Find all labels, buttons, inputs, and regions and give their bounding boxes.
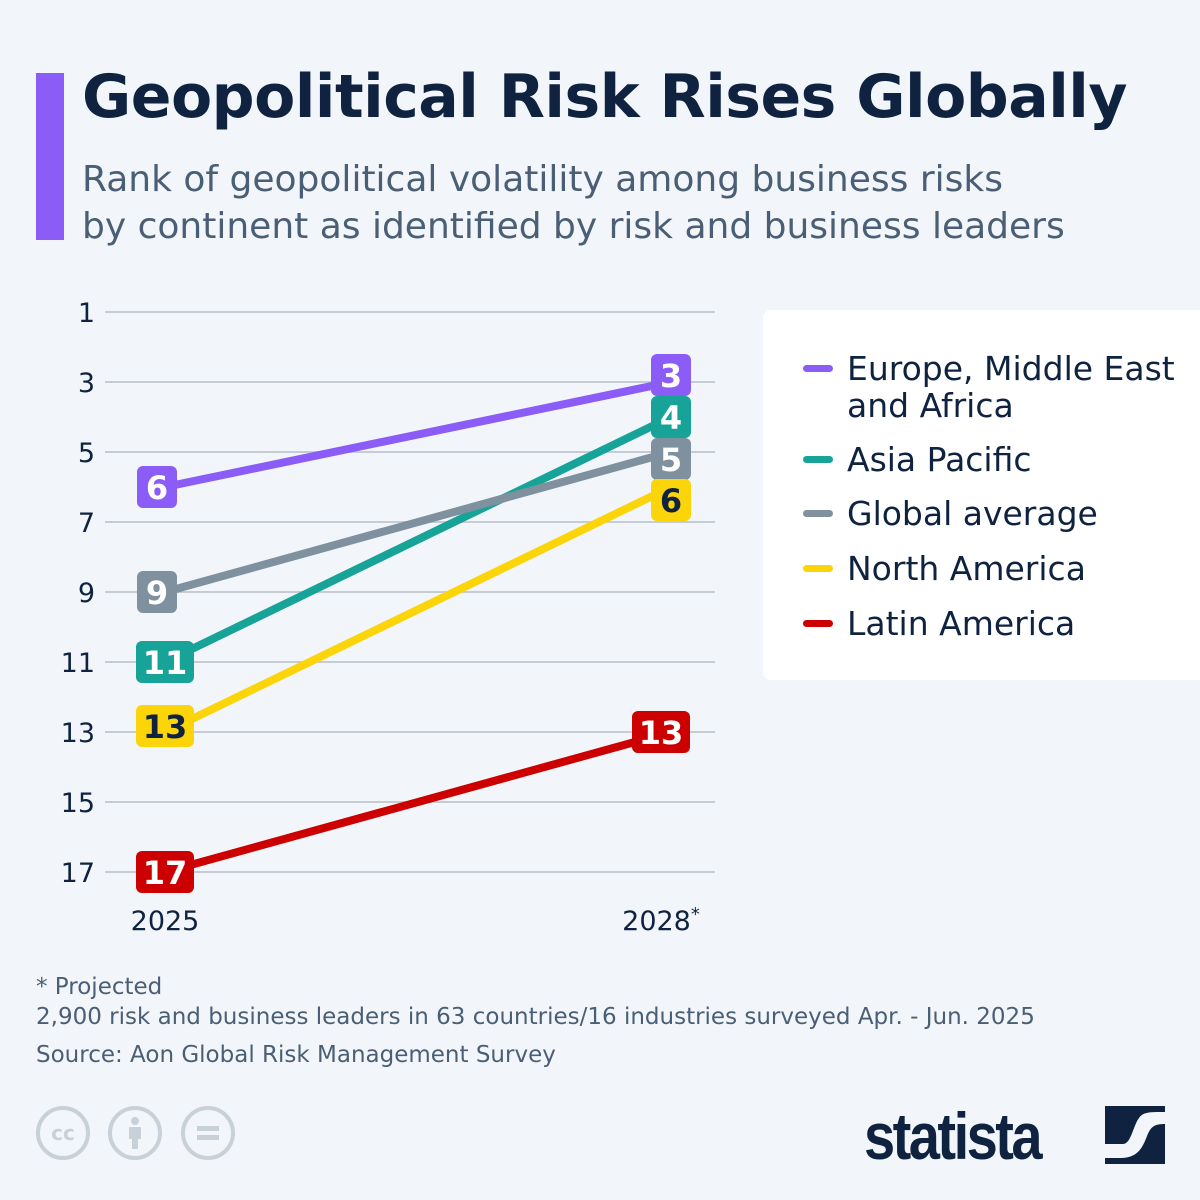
data-label: 5 [660, 441, 682, 479]
legend-label-line: Europe, Middle East [847, 349, 1175, 388]
data-label: 4 [660, 399, 682, 437]
legend-item-asia-pacific: Asia Pacific [803, 441, 1032, 478]
series-line [161, 483, 675, 736]
y-tick-label: 1 [78, 298, 95, 329]
data-label: 13 [639, 714, 684, 752]
person-glyph [129, 1117, 141, 1149]
legend-label: Asia Pacific [847, 440, 1032, 479]
subtitle-line: Rank of geopolitical volatility among bu… [82, 159, 1004, 200]
attribution-icon[interactable] [108, 1106, 162, 1160]
data-label-box [136, 641, 194, 683]
y-tick-label: 7 [78, 508, 95, 539]
y-tick-label: 15 [61, 788, 95, 819]
data-label-box [137, 466, 177, 508]
legend-item-global-average: Global average [803, 495, 1098, 532]
legend-swatch [803, 565, 833, 572]
data-label-box [632, 711, 690, 753]
legend-label-line: and Africa [847, 386, 1014, 425]
data-label: 6 [660, 482, 682, 520]
source-note: Source: Aon Global Risk Management Surve… [36, 1042, 556, 1068]
data-label-box [136, 705, 194, 747]
statista-logo-mark-icon [1105, 1106, 1165, 1164]
legend-item-north-america: North America [803, 550, 1086, 587]
data-label-box [136, 851, 194, 893]
y-tick-label: 9 [78, 578, 95, 609]
data-label: 6 [146, 469, 168, 507]
y-tick-label: 3 [78, 368, 95, 399]
legend-label: Europe, Middle East and Africa [847, 350, 1175, 424]
statista-logo[interactable]: statista [864, 1099, 1043, 1173]
title-accent-bar [36, 73, 64, 240]
legend-swatch [803, 620, 833, 627]
legend-swatch [803, 456, 833, 463]
data-label: 17 [143, 854, 188, 892]
legend-label: Latin America [847, 604, 1076, 643]
data-label: 3 [660, 357, 682, 395]
data-label: 9 [146, 574, 168, 612]
legend-swatch [803, 510, 833, 517]
y-tick-label: 11 [61, 648, 95, 679]
subtitle-line: by continent as identified by risk and b… [82, 206, 1065, 247]
data-label-box [651, 438, 691, 480]
series-line [161, 413, 675, 666]
cc-icon[interactable]: cc [36, 1106, 90, 1160]
series-line [161, 448, 675, 596]
survey-note: 2,900 risk and business leaders in 63 co… [36, 1004, 1035, 1030]
legend-swatch [803, 365, 833, 372]
legend-label: Global average [847, 494, 1098, 533]
y-tick-label: 13 [61, 718, 95, 749]
data-label-box [651, 396, 691, 438]
data-label: 11 [143, 644, 188, 682]
y-tick-label: 17 [61, 858, 95, 889]
no-derivatives-icon[interactable] [181, 1106, 235, 1160]
legend-label: North America [847, 549, 1086, 588]
x-tick-label: 2025 [131, 906, 200, 937]
series-line [161, 728, 675, 876]
data-label-box [651, 479, 691, 521]
x-tick-label: 2028* [622, 904, 700, 937]
data-label-box [651, 354, 691, 396]
projected-note: * Projected [36, 974, 163, 1000]
legend: Europe, Middle East and Africa Asia Pacif… [763, 310, 1200, 680]
y-tick-label: 5 [78, 438, 95, 469]
footnotes: * Projected 2,900 risk and business lead… [36, 972, 1035, 1070]
equals-glyph [197, 1126, 219, 1140]
legend-item-emea: Europe, Middle East and Africa [803, 350, 1175, 424]
data-label: 13 [143, 708, 188, 746]
cc-icon-text: cc [51, 1121, 75, 1145]
series-line [161, 378, 675, 491]
chart-subtitle: Rank of geopolitical volatility among bu… [82, 156, 1065, 250]
data-label-box [137, 571, 177, 613]
legend-item-latin-america: Latin America [803, 605, 1075, 642]
chart-title: Geopolitical Risk Rises Globally [82, 62, 1128, 132]
